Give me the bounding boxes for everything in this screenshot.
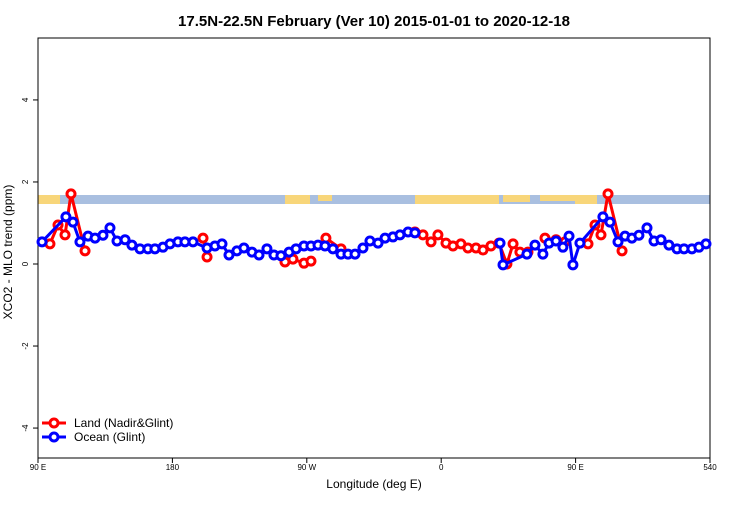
point <box>557 241 569 253</box>
x-tick-label: 90 E <box>30 463 46 472</box>
point <box>305 255 317 267</box>
point <box>432 229 444 241</box>
x-axis-label: Longitude (deg E) <box>326 477 421 491</box>
map-strip <box>38 195 710 204</box>
land-patch <box>38 195 60 204</box>
point <box>253 249 265 261</box>
land-patch <box>415 195 499 204</box>
point <box>79 245 91 257</box>
land-patch <box>285 195 310 204</box>
y-tick-label: 0 <box>21 261 30 266</box>
point <box>612 236 624 248</box>
land-patch <box>575 195 597 204</box>
x-tick-label: 90 E <box>567 463 583 472</box>
point <box>261 243 273 255</box>
point <box>119 234 131 246</box>
x-tick-label: 540 <box>703 463 717 472</box>
ocean-strip <box>38 195 710 204</box>
point <box>602 188 614 200</box>
point <box>507 238 519 250</box>
point <box>604 216 616 228</box>
point <box>201 251 213 263</box>
plot-frame <box>37 37 711 459</box>
x-tick-label: 180 <box>166 463 180 472</box>
point <box>597 211 609 223</box>
y-tick-label: 2 <box>21 179 30 184</box>
point <box>595 229 607 241</box>
land-patch <box>503 195 530 202</box>
x-tick-label: 0 <box>439 463 444 472</box>
y-axis-label: XCO2 - MLO trend (ppm) <box>1 185 15 320</box>
point <box>409 227 421 239</box>
point <box>74 236 86 248</box>
y-tick-label: 4 <box>21 97 30 102</box>
point <box>494 237 506 249</box>
point <box>197 232 209 244</box>
point <box>357 242 369 254</box>
legend-marker <box>48 431 60 443</box>
point <box>223 249 235 261</box>
point <box>537 248 549 260</box>
point <box>477 244 489 256</box>
point <box>327 243 339 255</box>
legend-marker <box>48 417 60 429</box>
point <box>633 229 645 241</box>
point <box>425 236 437 248</box>
land-patch <box>318 195 332 201</box>
point <box>97 229 109 241</box>
point <box>187 236 199 248</box>
point <box>67 216 79 228</box>
point <box>104 222 116 234</box>
point <box>238 242 250 254</box>
point <box>60 211 72 223</box>
y-tick-label: -4 <box>21 424 30 432</box>
land-patch <box>540 195 576 201</box>
legend-label: Ocean (Glint) <box>74 430 145 444</box>
point <box>700 238 712 250</box>
point <box>574 237 586 249</box>
point <box>567 259 579 271</box>
point <box>550 235 562 247</box>
x-tick-label: 90 W <box>297 463 316 472</box>
point <box>655 234 667 246</box>
point <box>616 245 628 257</box>
point <box>372 237 384 249</box>
chart-title: 17.5N-22.5N February (Ver 10) 2015-01-01… <box>178 13 570 30</box>
legend-label: Land (Nadir&Glint) <box>74 416 173 430</box>
point <box>65 188 77 200</box>
point <box>563 230 575 242</box>
point <box>641 222 653 234</box>
point <box>59 229 71 241</box>
point <box>497 259 509 271</box>
point <box>521 248 533 260</box>
point <box>529 239 541 251</box>
point <box>216 238 228 250</box>
point <box>36 236 48 248</box>
y-tick-label: -2 <box>21 342 30 350</box>
point <box>349 248 361 260</box>
